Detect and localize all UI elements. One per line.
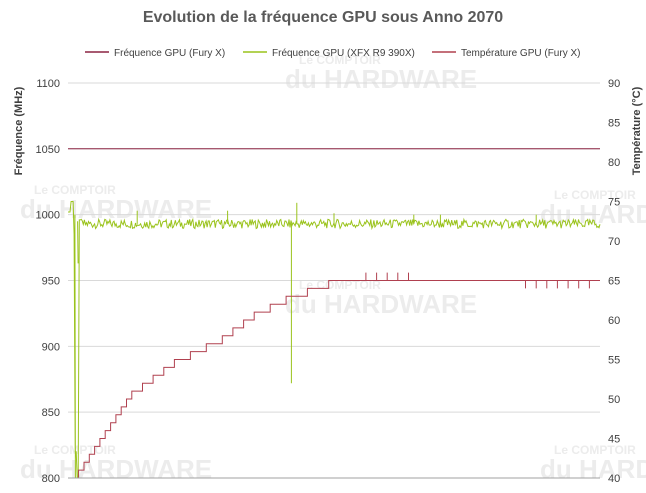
series-3 [68,272,600,479]
legend-item-2: Fréquence GPU (XFX R9 390X) [243,48,415,59]
watermark-line-2: du HARDWARE [20,454,212,484]
y2-tick-label: 70 [608,236,620,248]
legend-label: Température GPU (Fury X) [461,48,580,59]
y-tick-label: 1000 [36,210,60,222]
legend: Fréquence GPU (Fury X) Fréquence GPU (XFX… [85,48,580,59]
watermark-line-1: Le COMPTOIR [554,443,636,457]
y-tick-label: 1100 [36,78,60,90]
watermark-line-2: du HARDWARE [20,194,212,224]
y2-tick-label: 50 [608,394,620,406]
legend-label: Fréquence GPU (Fury X) [114,48,225,59]
watermark-line-1: Le COMPTOIR [554,188,636,202]
series-line [68,280,600,479]
legend-label: Fréquence GPU (XFX R9 390X) [272,48,415,59]
y-axis-label: Fréquence (MHz) [13,86,25,175]
y2-tick-label: 40 [608,473,620,485]
grid-lines [68,82,600,413]
y-tick-label: 950 [42,276,60,288]
y2-tick-label: 85 [608,118,620,130]
y2-tick-label: 90 [608,78,620,90]
y2-tick-label: 45 [608,434,620,446]
y2-tick-label: 75 [608,197,620,209]
y2-tick-label: 55 [608,355,620,367]
series-2 [68,201,601,479]
y-tick-label: 850 [42,407,60,419]
right-axis-ticks: 40 45 50 55 60 65 70 75 80 85 90 [608,78,620,485]
chart-title: Evolution de la fréquence GPU sous Anno … [143,9,503,26]
left-axis-ticks: 800 850 900 950 1000 1050 1100 [36,78,60,485]
y-tick-label: 1050 [36,144,60,156]
y2-tick-label: 80 [608,157,620,169]
watermark-line-1: Le COMPTOIR [299,53,381,67]
y-tick-label: 800 [42,473,60,485]
y2-tick-label: 65 [608,276,620,288]
y2-axis-label: Température (°C) [631,86,643,175]
legend-item-3: Température GPU (Fury X) [432,48,580,59]
watermark-line-1: Le COMPTOIR [34,183,116,197]
watermark-line-2: du HARDWARE [285,289,477,319]
watermark-line-2: du HARDWARE [540,454,646,484]
y-tick-label: 900 [42,341,60,353]
watermark-line-2: du HARDWARE [285,64,477,94]
legend-item-1: Fréquence GPU (Fury X) [85,48,225,59]
series-layer [68,148,601,479]
y2-tick-label: 60 [608,315,620,327]
series-line [68,201,601,479]
watermark-line-2: du HARDWARE [540,199,646,229]
